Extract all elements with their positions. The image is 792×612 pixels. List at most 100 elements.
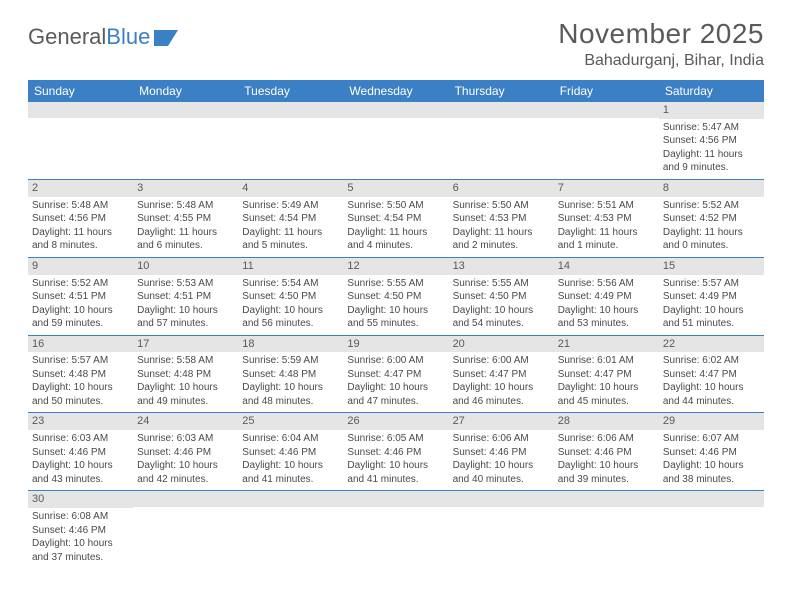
day-cell: 18Sunrise: 5:59 AMSunset: 4:48 PMDayligh… <box>238 336 343 413</box>
sunset-text: Sunset: 4:51 PM <box>137 290 234 304</box>
day-cell: 12Sunrise: 5:55 AMSunset: 4:50 PMDayligh… <box>343 258 448 335</box>
day-number: 8 <box>659 180 764 197</box>
day-number: 4 <box>238 180 343 197</box>
daylight-text: Daylight: 10 hours and 50 minutes. <box>32 381 129 408</box>
logo: GeneralBlue <box>28 24 180 50</box>
weekday-header: Friday <box>554 80 659 102</box>
day-number: 27 <box>449 413 554 430</box>
day-cell: 3Sunrise: 5:48 AMSunset: 4:55 PMDaylight… <box>133 180 238 257</box>
sunset-text: Sunset: 4:53 PM <box>558 212 655 226</box>
sunset-text: Sunset: 4:46 PM <box>137 446 234 460</box>
sunrise-text: Sunrise: 5:51 AM <box>558 199 655 213</box>
day-number <box>133 102 238 118</box>
day-cell <box>133 102 238 179</box>
sunset-text: Sunset: 4:50 PM <box>453 290 550 304</box>
weekday-header: Sunday <box>28 80 133 102</box>
daylight-text: Daylight: 11 hours and 9 minutes. <box>663 148 760 175</box>
day-number <box>343 102 448 118</box>
daylight-text: Daylight: 10 hours and 53 minutes. <box>558 304 655 331</box>
daylight-text: Daylight: 10 hours and 40 minutes. <box>453 459 550 486</box>
day-cell: 5Sunrise: 5:50 AMSunset: 4:54 PMDaylight… <box>343 180 448 257</box>
day-number <box>554 102 659 118</box>
sunset-text: Sunset: 4:47 PM <box>663 368 760 382</box>
day-cell <box>28 102 133 179</box>
sunset-text: Sunset: 4:52 PM <box>663 212 760 226</box>
day-cell <box>449 491 554 568</box>
day-cell: 28Sunrise: 6:06 AMSunset: 4:46 PMDayligh… <box>554 413 659 490</box>
day-number: 28 <box>554 413 659 430</box>
day-number: 7 <box>554 180 659 197</box>
day-number: 12 <box>343 258 448 275</box>
sunset-text: Sunset: 4:49 PM <box>663 290 760 304</box>
daylight-text: Daylight: 10 hours and 39 minutes. <box>558 459 655 486</box>
day-cell: 26Sunrise: 6:05 AMSunset: 4:46 PMDayligh… <box>343 413 448 490</box>
header: GeneralBlue November 2025 Bahadurganj, B… <box>28 18 764 70</box>
daylight-text: Daylight: 11 hours and 5 minutes. <box>242 226 339 253</box>
day-cell <box>554 491 659 568</box>
day-cell: 24Sunrise: 6:03 AMSunset: 4:46 PMDayligh… <box>133 413 238 490</box>
sunrise-text: Sunrise: 5:50 AM <box>453 199 550 213</box>
logo-flag-icon <box>154 28 180 46</box>
daylight-text: Daylight: 11 hours and 0 minutes. <box>663 226 760 253</box>
page-title: November 2025 <box>558 18 764 50</box>
day-cell: 8Sunrise: 5:52 AMSunset: 4:52 PMDaylight… <box>659 180 764 257</box>
weekday-header: Wednesday <box>343 80 448 102</box>
sunset-text: Sunset: 4:53 PM <box>453 212 550 226</box>
day-cell: 25Sunrise: 6:04 AMSunset: 4:46 PMDayligh… <box>238 413 343 490</box>
day-cell: 4Sunrise: 5:49 AMSunset: 4:54 PMDaylight… <box>238 180 343 257</box>
sunrise-text: Sunrise: 5:48 AM <box>137 199 234 213</box>
day-cell <box>343 102 448 179</box>
day-cell: 21Sunrise: 6:01 AMSunset: 4:47 PMDayligh… <box>554 336 659 413</box>
day-cell <box>238 102 343 179</box>
daylight-text: Daylight: 10 hours and 48 minutes. <box>242 381 339 408</box>
day-cell: 16Sunrise: 5:57 AMSunset: 4:48 PMDayligh… <box>28 336 133 413</box>
sunset-text: Sunset: 4:47 PM <box>558 368 655 382</box>
sunset-text: Sunset: 4:55 PM <box>137 212 234 226</box>
sunrise-text: Sunrise: 5:53 AM <box>137 277 234 291</box>
day-number: 6 <box>449 180 554 197</box>
sunset-text: Sunset: 4:48 PM <box>32 368 129 382</box>
day-cell <box>659 491 764 568</box>
day-number <box>659 491 764 507</box>
page-subtitle: Bahadurganj, Bihar, India <box>558 52 764 70</box>
weeks-container: 1Sunrise: 5:47 AMSunset: 4:56 PMDaylight… <box>28 102 764 568</box>
day-cell: 15Sunrise: 5:57 AMSunset: 4:49 PMDayligh… <box>659 258 764 335</box>
day-number <box>554 491 659 507</box>
day-number: 20 <box>449 336 554 353</box>
daylight-text: Daylight: 10 hours and 55 minutes. <box>347 304 444 331</box>
weekday-header: Monday <box>133 80 238 102</box>
daylight-text: Daylight: 10 hours and 49 minutes. <box>137 381 234 408</box>
daylight-text: Daylight: 11 hours and 4 minutes. <box>347 226 444 253</box>
day-number: 18 <box>238 336 343 353</box>
daylight-text: Daylight: 10 hours and 41 minutes. <box>242 459 339 486</box>
daylight-text: Daylight: 10 hours and 46 minutes. <box>453 381 550 408</box>
sunset-text: Sunset: 4:49 PM <box>558 290 655 304</box>
weekday-header-row: Sunday Monday Tuesday Wednesday Thursday… <box>28 80 764 102</box>
day-number <box>133 491 238 507</box>
sunrise-text: Sunrise: 6:00 AM <box>347 354 444 368</box>
daylight-text: Daylight: 10 hours and 43 minutes. <box>32 459 129 486</box>
sunset-text: Sunset: 4:51 PM <box>32 290 129 304</box>
day-cell: 13Sunrise: 5:55 AMSunset: 4:50 PMDayligh… <box>449 258 554 335</box>
day-cell <box>554 102 659 179</box>
sunset-text: Sunset: 4:56 PM <box>663 134 760 148</box>
day-cell: 23Sunrise: 6:03 AMSunset: 4:46 PMDayligh… <box>28 413 133 490</box>
sunrise-text: Sunrise: 5:54 AM <box>242 277 339 291</box>
day-cell: 10Sunrise: 5:53 AMSunset: 4:51 PMDayligh… <box>133 258 238 335</box>
daylight-text: Daylight: 10 hours and 45 minutes. <box>558 381 655 408</box>
day-number: 10 <box>133 258 238 275</box>
day-cell: 14Sunrise: 5:56 AMSunset: 4:49 PMDayligh… <box>554 258 659 335</box>
day-number <box>449 102 554 118</box>
day-number: 17 <box>133 336 238 353</box>
day-cell: 29Sunrise: 6:07 AMSunset: 4:46 PMDayligh… <box>659 413 764 490</box>
day-number: 16 <box>28 336 133 353</box>
sunset-text: Sunset: 4:56 PM <box>32 212 129 226</box>
daylight-text: Daylight: 10 hours and 44 minutes. <box>663 381 760 408</box>
sunset-text: Sunset: 4:46 PM <box>32 446 129 460</box>
daylight-text: Daylight: 10 hours and 54 minutes. <box>453 304 550 331</box>
day-cell: 17Sunrise: 5:58 AMSunset: 4:48 PMDayligh… <box>133 336 238 413</box>
sunrise-text: Sunrise: 5:48 AM <box>32 199 129 213</box>
daylight-text: Daylight: 10 hours and 42 minutes. <box>137 459 234 486</box>
daylight-text: Daylight: 10 hours and 38 minutes. <box>663 459 760 486</box>
day-number: 26 <box>343 413 448 430</box>
